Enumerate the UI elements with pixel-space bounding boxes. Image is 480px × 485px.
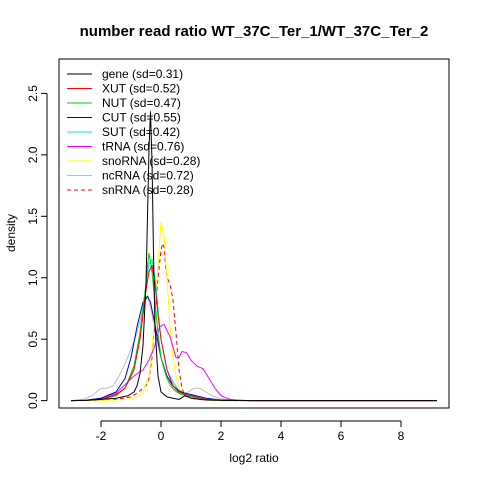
x-tick-label: 6 — [338, 429, 345, 443]
x-tick-label: 0 — [158, 429, 165, 443]
y-tick-label: 0.5 — [26, 331, 40, 348]
x-tick-label: 8 — [398, 429, 405, 443]
legend-label-7: ncRNA (sd=0.72) — [102, 169, 194, 183]
plot-frame — [58, 58, 450, 409]
x-tick-label: 4 — [278, 429, 285, 443]
series-line-1 — [70, 265, 437, 402]
y-tick-label: 2.5 — [26, 85, 40, 102]
y-tick-label: 0.0 — [26, 392, 40, 409]
series-line-0 — [70, 111, 437, 402]
legend-label-1: XUT (sd=0.52) — [102, 82, 180, 96]
y-tick-label: 1.5 — [26, 208, 40, 225]
y-tick-label: 2.0 — [26, 146, 40, 163]
legend-label-8: snRNA (sd=0.28) — [102, 183, 194, 197]
y-axis-title: density — [4, 214, 18, 252]
y-tick-label: 1.0 — [26, 269, 40, 286]
legend-label-6: snoRNA (sd=0.28) — [102, 154, 200, 168]
legend-label-4: SUT (sd=0.42) — [102, 125, 180, 139]
x-tick-label: 2 — [218, 429, 225, 443]
chart-title: number read ratio WT_37C_Ter_1/WT_37C_Te… — [80, 23, 429, 40]
legend: gene (sd=0.31)XUT (sd=0.52)NUT (sd=0.47)… — [67, 67, 200, 197]
plot-area: -2 0 2 4 6 8 0.0 0.5 1.0 1.5 2.0 2.5 — [26, 58, 450, 443]
x-axis-title: log2 ratio — [229, 451, 279, 465]
legend-label-0: gene (sd=0.31) — [102, 67, 183, 81]
series-line-2 — [70, 252, 437, 402]
series-line-4 — [70, 258, 437, 402]
legend-label-3: CUT (sd=0.55) — [102, 111, 181, 125]
series-line-3 — [70, 295, 437, 402]
legend-label-2: NUT (sd=0.47) — [102, 96, 181, 110]
legend-label-5: tRNA (sd=0.76) — [102, 140, 184, 154]
x-tick-label: -2 — [96, 429, 107, 443]
